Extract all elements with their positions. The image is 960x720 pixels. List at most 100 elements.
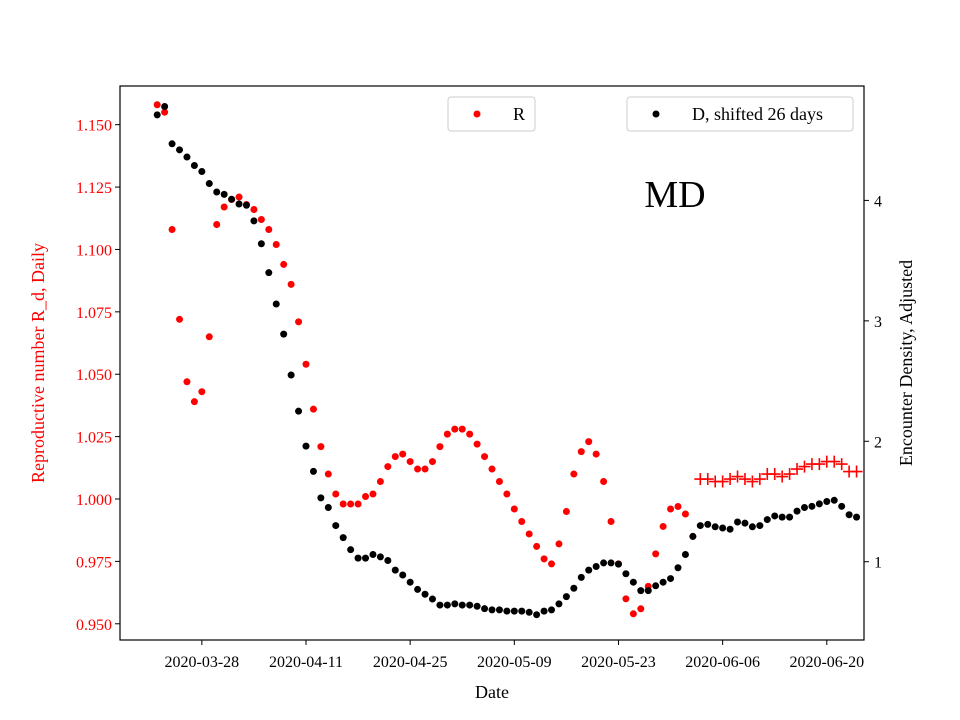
y-left-tick-label: 0.975 [76, 554, 112, 571]
legend-r: R [447, 96, 536, 132]
data-point [786, 513, 794, 521]
y-left-tick-label: 1.000 [76, 492, 112, 509]
data-point-plus [716, 475, 729, 488]
data-point [681, 510, 689, 518]
data-point [220, 203, 228, 211]
data-point [362, 493, 370, 501]
data-point [443, 601, 451, 609]
state-annotation: MD [644, 174, 705, 216]
data-point [362, 554, 370, 562]
data-point [518, 517, 526, 525]
data-point-plus [746, 475, 759, 488]
data-point [250, 217, 258, 225]
series-2 [153, 102, 861, 619]
data-point [815, 500, 823, 508]
plot-marks [153, 101, 863, 619]
data-point [414, 585, 422, 593]
data-point-plus [776, 470, 789, 483]
x-tick-label: 2020-05-23 [581, 654, 656, 671]
data-point [168, 225, 176, 233]
data-point-plus [783, 468, 796, 481]
legend-d-marker [652, 110, 660, 118]
data-point [421, 465, 429, 473]
data-point-plus [813, 458, 826, 471]
data-point [488, 606, 496, 614]
data-point [622, 570, 630, 578]
y-left-tick-label: 1.125 [76, 180, 112, 197]
data-point [466, 430, 474, 438]
data-point [399, 571, 407, 579]
data-point [562, 507, 570, 515]
data-point [183, 378, 191, 386]
data-point [354, 554, 362, 562]
data-point [272, 300, 280, 308]
data-point [704, 520, 712, 528]
data-point [198, 388, 206, 396]
data-point [771, 512, 779, 520]
data-point [570, 470, 578, 478]
data-point [473, 440, 481, 448]
data-point [659, 522, 667, 530]
data-point [629, 578, 637, 586]
data-point [585, 566, 593, 574]
data-point [354, 500, 362, 508]
data-point [153, 101, 161, 109]
data-point [637, 587, 645, 595]
x-tick-label: 2020-04-11 [269, 654, 343, 671]
legend-d-label: D, shifted 26 days [692, 104, 823, 124]
data-point [183, 153, 191, 161]
data-point [280, 260, 288, 268]
data-point [555, 600, 563, 608]
data-point-plus [791, 463, 804, 476]
data-point [548, 560, 556, 568]
data-point [369, 490, 377, 498]
data-point [332, 490, 340, 498]
data-point [629, 610, 637, 618]
data-point-plus [724, 473, 737, 486]
data-point [257, 240, 265, 248]
data-point [317, 443, 325, 451]
data-point [406, 578, 414, 586]
data-point [503, 607, 511, 615]
data-point [347, 546, 355, 554]
data-point [302, 442, 310, 450]
legend-r-marker [473, 110, 481, 118]
data-point [302, 360, 310, 368]
data-point [428, 595, 436, 603]
data-point [823, 498, 831, 505]
data-point [205, 333, 213, 341]
x-tick-label: 2020-03-28 [165, 654, 240, 671]
data-point [778, 513, 786, 521]
data-point [339, 534, 347, 542]
data-point [525, 608, 533, 616]
data-point [577, 573, 585, 581]
data-point [324, 504, 332, 512]
data-point [696, 522, 704, 530]
data-point-plus [701, 473, 714, 486]
data-point [689, 532, 697, 540]
data-point [190, 161, 198, 169]
data-point [451, 425, 459, 433]
data-point [391, 566, 399, 574]
data-point [257, 216, 265, 224]
data-point [376, 478, 384, 486]
data-point [711, 523, 719, 531]
data-point [250, 206, 258, 214]
data-point [600, 478, 608, 486]
data-point [518, 607, 526, 615]
data-point [198, 168, 206, 176]
data-point [838, 502, 846, 510]
data-point [533, 611, 541, 619]
data-point-plus [828, 455, 841, 468]
data-point [161, 108, 169, 116]
data-point [637, 605, 645, 613]
data-point [391, 453, 399, 461]
data-point [652, 550, 660, 558]
data-point [793, 507, 801, 515]
data-point [488, 465, 496, 473]
y-right-tick-label: 4 [874, 193, 882, 210]
data-point [421, 590, 429, 598]
data-point [414, 465, 422, 473]
data-point [332, 522, 340, 530]
data-point [399, 450, 407, 458]
